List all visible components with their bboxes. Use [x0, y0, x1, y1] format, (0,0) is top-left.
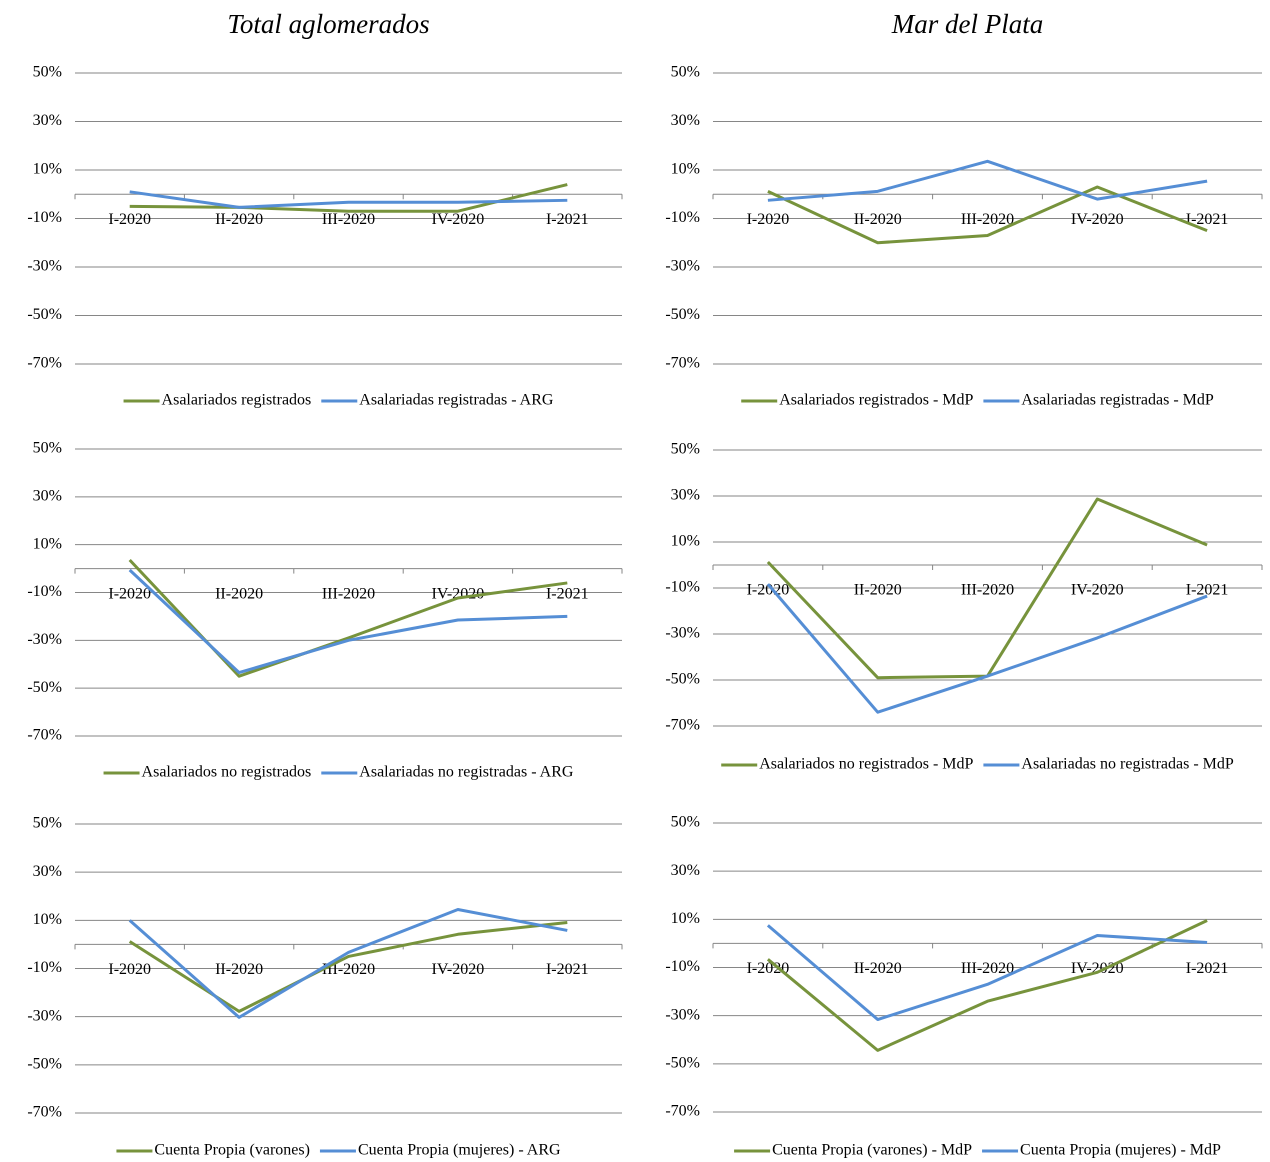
- y-tick-label: -50%: [27, 1056, 62, 1073]
- series-line: [767, 159, 1208, 202]
- y-tick-label: -50%: [665, 1055, 700, 1072]
- y-tick-label: -30%: [665, 625, 700, 642]
- y-tick-label: -30%: [665, 258, 700, 275]
- y-tick-label: -10%: [27, 209, 62, 226]
- series-line: [128, 568, 568, 675]
- x-tick-label: III-2020: [322, 585, 375, 602]
- x-tick-label: I-2020: [108, 211, 151, 228]
- y-tick-label: 50%: [671, 441, 700, 458]
- y-tick-label: -70%: [27, 1104, 62, 1121]
- x-tick-label: III-2020: [961, 582, 1014, 599]
- y-tick-label: -70%: [665, 355, 700, 372]
- x-tick-label: I-2021: [1186, 211, 1229, 228]
- y-tick-label: 50%: [671, 64, 700, 81]
- y-tick-label: -30%: [27, 1007, 62, 1024]
- y-tick-label: -70%: [27, 727, 62, 744]
- x-tick-label: III-2020: [322, 961, 375, 978]
- legend-label: Asalariadas no registradas - ARG: [359, 764, 574, 781]
- x-tick-label: I-2020: [747, 211, 790, 228]
- legend-label: Asalariadas registradas - ARG: [359, 392, 554, 409]
- legend-label: Cuenta Propia (mujeres) - MdP: [1020, 1142, 1221, 1159]
- y-tick-label: 30%: [671, 487, 700, 504]
- y-tick-label: 30%: [33, 112, 62, 129]
- x-tick-label: IV-2020: [432, 211, 485, 228]
- legend-label: Asalariadas registradas - MdP: [1021, 392, 1213, 409]
- y-tick-label: -30%: [665, 1006, 700, 1023]
- y-tick-label: 50%: [671, 814, 700, 831]
- y-tick-label: 10%: [33, 535, 62, 552]
- x-tick-label: I-2021: [546, 961, 589, 978]
- legend-label: Cuenta Propia (mujeres) - ARG: [358, 1142, 561, 1159]
- y-tick-label: 30%: [671, 862, 700, 879]
- x-tick-label: II-2020: [854, 211, 902, 228]
- y-tick-label: -70%: [665, 1103, 700, 1120]
- x-tick-label: I-2020: [747, 960, 790, 977]
- x-tick-label: I-2021: [546, 211, 589, 228]
- x-tick-label: IV-2020: [432, 585, 485, 602]
- legend-label: Asalariados registrados: [162, 392, 312, 409]
- y-tick-label: 10%: [33, 161, 62, 178]
- legend-label: Asalariados no registrados: [142, 764, 312, 781]
- y-tick-label: 30%: [33, 863, 62, 880]
- y-tick-label: -70%: [27, 355, 62, 372]
- x-tick-label: IV-2020: [1071, 960, 1124, 977]
- x-tick-label: I-2020: [108, 961, 151, 978]
- y-tick-label: -30%: [27, 631, 62, 648]
- series-line: [128, 907, 568, 1019]
- y-tick-label: -50%: [27, 306, 62, 323]
- y-tick-label: -50%: [665, 671, 700, 688]
- x-tick-label: II-2020: [215, 961, 263, 978]
- y-tick-label: -30%: [27, 258, 62, 275]
- y-tick-label: 30%: [671, 112, 700, 129]
- y-tick-label: 50%: [33, 440, 62, 457]
- x-tick-label: I-2021: [546, 585, 589, 602]
- y-tick-label: 10%: [33, 911, 62, 928]
- y-tick-label: -70%: [665, 717, 700, 734]
- legend-label: Asalariadas no registradas - MdP: [1021, 756, 1233, 773]
- x-tick-label: III-2020: [322, 211, 375, 228]
- y-tick-label: -10%: [665, 958, 700, 975]
- y-tick-label: 10%: [671, 161, 700, 178]
- y-tick-label: -10%: [665, 579, 700, 596]
- y-tick-label: 50%: [33, 815, 62, 832]
- x-tick-label: III-2020: [961, 960, 1014, 977]
- legend-label: Asalariados registrados - MdP: [779, 392, 973, 409]
- x-tick-label: I-2021: [1186, 582, 1229, 599]
- x-tick-label: II-2020: [215, 211, 263, 228]
- chart-title: Total aglomerados: [227, 9, 429, 39]
- y-tick-label: -10%: [665, 209, 700, 226]
- y-tick-label: 10%: [671, 533, 700, 550]
- y-tick-label: -10%: [27, 959, 62, 976]
- legend-label: Cuenta Propia (varones) - MdP: [772, 1142, 972, 1159]
- series-line: [129, 183, 568, 213]
- chart-title: Mar del Plata: [891, 9, 1043, 39]
- series-line: [129, 190, 568, 209]
- series-line: [766, 583, 1208, 714]
- series-line: [767, 185, 1208, 245]
- x-tick-label: IV-2020: [1071, 211, 1124, 228]
- y-tick-label: -50%: [27, 679, 62, 696]
- x-tick-label: II-2020: [854, 960, 902, 977]
- y-tick-label: 10%: [671, 910, 700, 927]
- y-tick-label: 50%: [33, 64, 62, 81]
- x-tick-label: IV-2020: [1071, 582, 1124, 599]
- series-line: [128, 921, 568, 1013]
- series-line: [766, 919, 1208, 1052]
- x-tick-label: I-2021: [1186, 960, 1229, 977]
- x-tick-label: III-2020: [961, 211, 1014, 228]
- y-tick-label: 30%: [33, 488, 62, 505]
- legend-label: Cuenta Propia (varones): [154, 1142, 310, 1159]
- y-tick-label: -10%: [27, 583, 62, 600]
- legend-label: Asalariados no registrados - MdP: [759, 756, 973, 773]
- x-tick-label: II-2020: [854, 582, 902, 599]
- series-line: [766, 924, 1208, 1022]
- x-tick-label: IV-2020: [432, 961, 485, 978]
- x-tick-label: II-2020: [215, 585, 263, 602]
- x-tick-label: I-2020: [108, 585, 151, 602]
- y-tick-label: -50%: [665, 306, 700, 323]
